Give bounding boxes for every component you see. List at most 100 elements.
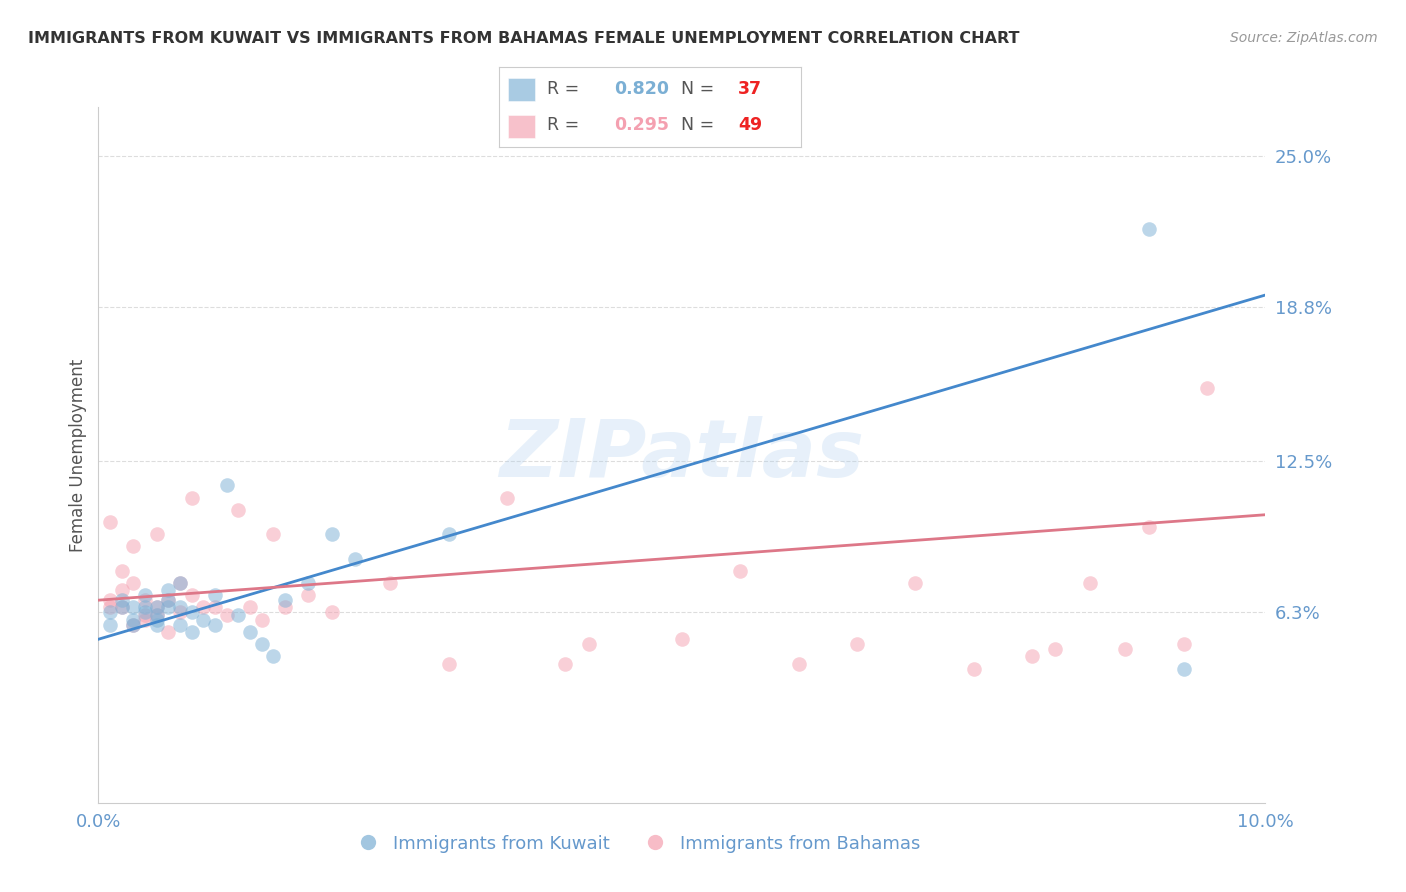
Point <box>122 617 145 632</box>
Point <box>437 657 460 671</box>
Point <box>157 593 180 607</box>
Point <box>321 606 343 620</box>
Point <box>122 540 145 554</box>
Point <box>578 637 600 651</box>
Point <box>193 613 215 627</box>
Point <box>146 613 169 627</box>
Point <box>274 593 297 607</box>
Text: 37: 37 <box>738 80 762 98</box>
Text: 49: 49 <box>738 116 762 134</box>
Point <box>1137 520 1160 534</box>
Point <box>169 576 191 591</box>
Bar <box>508 78 536 101</box>
Y-axis label: Female Unemployment: Female Unemployment <box>69 359 87 551</box>
Point <box>111 593 134 607</box>
Point <box>146 600 169 615</box>
Point <box>134 600 156 615</box>
Point <box>204 588 226 602</box>
Point <box>437 527 460 541</box>
Point <box>1080 576 1102 591</box>
Point <box>239 600 262 615</box>
Point <box>98 515 121 529</box>
Point <box>180 491 202 505</box>
Point <box>730 564 752 578</box>
Text: R =: R = <box>547 116 585 134</box>
Point <box>321 527 343 541</box>
Point <box>1195 381 1218 395</box>
Point <box>146 617 169 632</box>
Point <box>180 588 202 602</box>
Point <box>274 600 297 615</box>
Text: 0.820: 0.820 <box>614 80 669 98</box>
Point <box>250 613 273 627</box>
Point <box>146 607 169 622</box>
Point <box>1137 222 1160 236</box>
Point <box>157 600 180 615</box>
Text: Source: ZipAtlas.com: Source: ZipAtlas.com <box>1230 31 1378 45</box>
Point <box>250 637 273 651</box>
Point <box>169 600 191 615</box>
Point <box>134 606 156 620</box>
Text: N =: N = <box>681 116 720 134</box>
Point <box>146 527 169 541</box>
Point <box>204 600 226 615</box>
Point <box>169 617 191 632</box>
Point <box>157 624 180 639</box>
Point <box>787 657 810 671</box>
Point <box>1045 642 1067 657</box>
Text: IMMIGRANTS FROM KUWAIT VS IMMIGRANTS FROM BAHAMAS FEMALE UNEMPLOYMENT CORRELATIO: IMMIGRANTS FROM KUWAIT VS IMMIGRANTS FRO… <box>28 31 1019 46</box>
Point <box>180 606 202 620</box>
Text: R =: R = <box>547 80 585 98</box>
Point <box>122 617 145 632</box>
Point <box>146 607 169 622</box>
Point <box>297 576 319 591</box>
Point <box>134 593 156 607</box>
Point <box>496 491 519 505</box>
Point <box>157 593 180 607</box>
Point <box>111 600 134 615</box>
Point <box>111 600 134 615</box>
Point <box>134 607 156 622</box>
Point <box>134 613 156 627</box>
Point <box>344 551 367 566</box>
Point <box>262 649 284 664</box>
Point <box>98 606 121 620</box>
Point <box>671 632 693 647</box>
Point <box>554 657 576 671</box>
Point <box>122 576 145 591</box>
Point <box>157 583 180 598</box>
Point <box>122 600 145 615</box>
Point <box>228 503 250 517</box>
Point <box>169 606 191 620</box>
Point <box>146 600 169 615</box>
Text: 0.295: 0.295 <box>614 116 669 134</box>
Point <box>134 588 156 602</box>
Point <box>297 588 319 602</box>
Point <box>262 527 284 541</box>
Point <box>904 576 927 591</box>
Point <box>846 637 869 651</box>
Point <box>228 607 250 622</box>
Text: N =: N = <box>681 80 720 98</box>
Point <box>962 661 984 675</box>
Bar <box>508 115 536 137</box>
Point <box>122 613 145 627</box>
Point <box>98 600 121 615</box>
Point <box>111 564 134 578</box>
Text: ZIPatlas: ZIPatlas <box>499 416 865 494</box>
Point <box>180 624 202 639</box>
Point <box>1021 649 1043 664</box>
Point <box>204 617 226 632</box>
Point <box>1173 661 1195 675</box>
Point <box>98 593 121 607</box>
Point <box>111 583 134 598</box>
Legend: Immigrants from Kuwait, Immigrants from Bahamas: Immigrants from Kuwait, Immigrants from … <box>343 828 928 860</box>
Point <box>1114 642 1136 657</box>
Point <box>169 576 191 591</box>
Point <box>1173 637 1195 651</box>
Point <box>98 617 121 632</box>
Point <box>380 576 402 591</box>
Point <box>215 478 238 492</box>
Point <box>193 600 215 615</box>
Point <box>239 624 262 639</box>
